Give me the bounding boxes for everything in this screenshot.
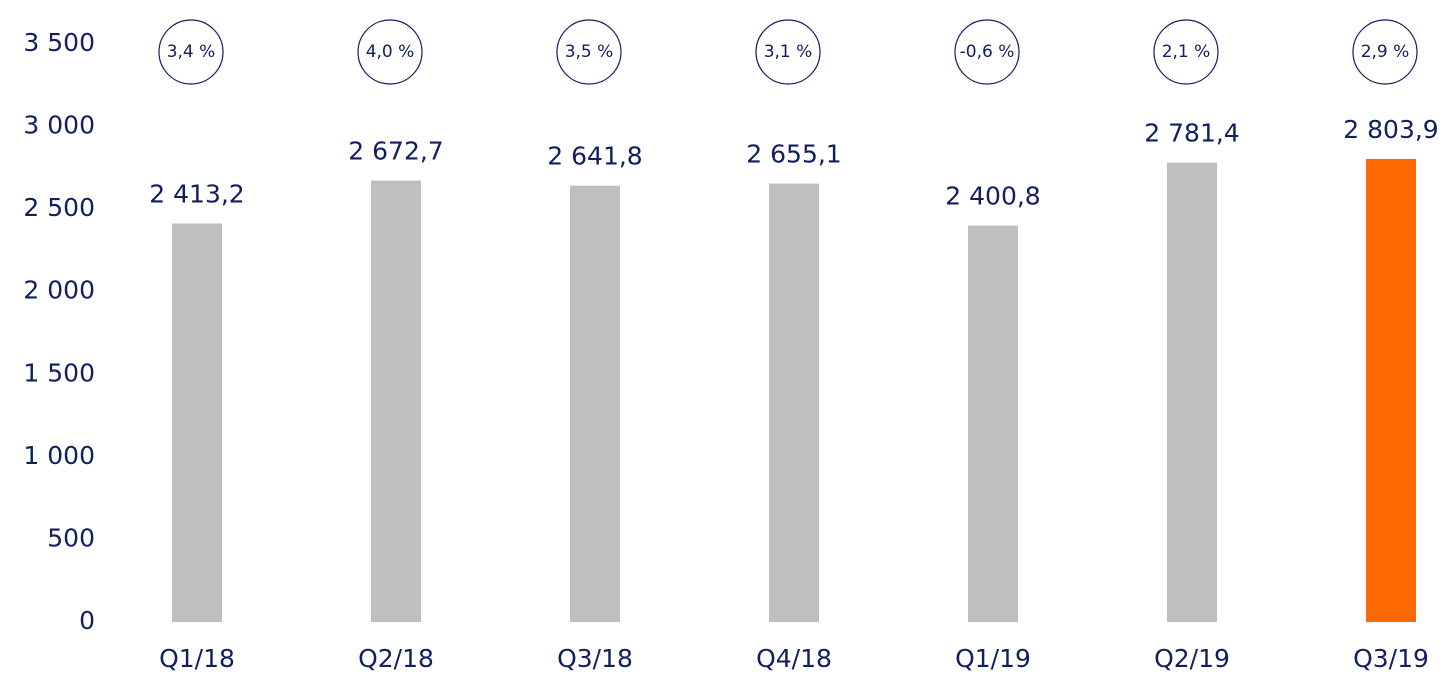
value-label: 2 655,1 [746,140,841,169]
y-tick-label: 0 [79,606,95,635]
annotation-circle [158,19,224,85]
annotation: 3,4 % [167,42,216,62]
annotation: 2,9 % [1361,42,1410,62]
x-tick-label: Q1/19 [955,644,1031,673]
x-tick-label: Q1/18 [159,644,235,673]
annotation: 2,1 % [1162,42,1211,62]
x-tick-label: Q4/18 [756,644,832,673]
y-tick-label: 1 000 [23,441,95,470]
annotation-circle [1153,19,1219,85]
annotation-circle [357,19,423,85]
bar [1167,162,1217,622]
annotation-circle [556,19,622,85]
annotation: 4,0 % [366,42,415,62]
annotation-circle [1352,19,1418,85]
annotation: -0,6 % [960,42,1015,62]
bar [769,183,819,622]
value-label: 2 781,4 [1144,119,1239,148]
value-label: 2 413,2 [149,179,244,208]
value-label: 2 672,7 [348,137,443,166]
annotation-circle [755,19,821,85]
y-tick-label: 1 500 [23,358,95,387]
bar [1366,158,1416,623]
bar [570,185,620,623]
annotation-circle [954,19,1020,85]
y-tick-label: 500 [47,523,95,552]
bar [968,225,1018,622]
bar [172,223,222,622]
x-tick-label: Q2/18 [358,644,434,673]
y-tick-label: 3 500 [23,28,95,57]
value-label: 2 400,8 [945,182,1040,211]
y-tick-label: 2 000 [23,276,95,305]
x-tick-label: Q3/19 [1353,644,1429,673]
x-tick-label: Q3/18 [557,644,633,673]
x-tick-label: Q2/19 [1154,644,1230,673]
value-label: 2 803,9 [1343,115,1438,144]
bar [371,180,421,622]
annotation: 3,5 % [565,42,614,62]
y-tick-label: 2 500 [23,193,95,222]
value-label: 2 641,8 [547,142,642,171]
y-tick-label: 3 000 [23,111,95,140]
annotation: 3,1 % [764,42,813,62]
